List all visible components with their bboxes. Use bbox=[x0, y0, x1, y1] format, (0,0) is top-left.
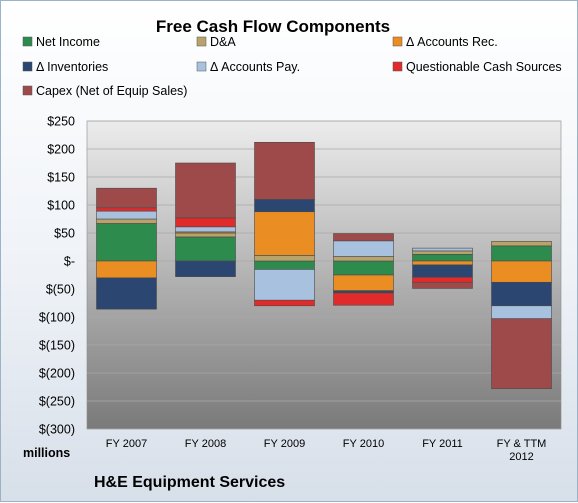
x-tick-label: FY 2010 bbox=[343, 438, 384, 450]
bar-inventories bbox=[254, 199, 315, 213]
bar-capex-net-of-equip-sales bbox=[333, 233, 394, 242]
bar-accounts-pay bbox=[254, 269, 315, 301]
legend-swatch-questionable-cash-sources bbox=[392, 61, 403, 72]
bar-net-income bbox=[254, 260, 315, 270]
bar-accounts-rec bbox=[96, 260, 157, 279]
y-tick-label: $(100) bbox=[39, 311, 75, 325]
y-tick-label: $(200) bbox=[39, 367, 75, 381]
legend-label-accounts-pay: Δ Accounts Pay. bbox=[210, 60, 300, 74]
y-tick-label: $(150) bbox=[39, 339, 75, 353]
y-tick-label: $250 bbox=[47, 115, 75, 129]
bar-net-income bbox=[491, 245, 552, 262]
bar-accounts-rec bbox=[412, 260, 473, 266]
bar-inventories bbox=[96, 277, 157, 310]
company-name: H&E Equipment Services bbox=[94, 474, 285, 491]
legend-label-inventories: Δ Inventories bbox=[36, 60, 108, 74]
x-axis: FY 2007 FY 2008 FY 2009 FY 2010 FY 2011 FY & … bbox=[106, 438, 547, 463]
legend-swatch-inventories bbox=[22, 61, 33, 72]
bars bbox=[96, 141, 552, 389]
bar-capex-net-of-equip-sales bbox=[254, 141, 315, 200]
bar-net-income bbox=[175, 236, 236, 262]
y-tick-label: $200 bbox=[47, 143, 75, 157]
bar-inventories bbox=[333, 290, 394, 294]
x-tick-label: FY 2011 bbox=[422, 438, 463, 450]
bar-accounts-pay bbox=[96, 210, 157, 220]
y-tick-label: $(250) bbox=[39, 395, 75, 409]
y-tick-label: $- bbox=[64, 255, 75, 269]
legend-swatch-accounts-rec bbox=[392, 36, 403, 47]
bar-accounts-rec bbox=[333, 274, 394, 291]
x-tick-label: FY 2008 bbox=[185, 438, 226, 450]
unit-label: millions bbox=[23, 446, 70, 460]
x-tick-label: FY 2009 bbox=[264, 438, 305, 450]
x-tick-label: FY & TTM 2012 bbox=[497, 438, 547, 463]
bar-accounts-pay bbox=[412, 247, 473, 252]
bar-questionable-cash-sources bbox=[175, 217, 236, 228]
bar-inventories bbox=[412, 264, 473, 278]
legend-swatch-d-a bbox=[196, 36, 207, 47]
bar-capex-net-of-equip-sales bbox=[175, 162, 236, 219]
y-tick-label: $(50) bbox=[46, 283, 75, 297]
bar-capex-net-of-equip-sales bbox=[412, 281, 473, 289]
y-tick-label: $100 bbox=[47, 199, 75, 213]
bar-d-a bbox=[333, 256, 394, 262]
legend-label-capex-net-of-equip-sales: Capex (Net of Equip Sales) bbox=[36, 84, 187, 98]
y-tick-label: $(300) bbox=[39, 423, 75, 437]
bar-inventories bbox=[491, 281, 552, 307]
legend-label-d-a: D&A bbox=[210, 35, 236, 49]
bar-questionable-cash-sources bbox=[333, 292, 394, 306]
chart-title: Free Cash Flow Components bbox=[156, 17, 390, 36]
y-axis: $250 $200 $150 $100 $50 $- $(50) $(100) $(150) $(… bbox=[39, 115, 75, 437]
bar-d-a bbox=[175, 232, 236, 238]
plot-area bbox=[86, 120, 562, 430]
x-tick-label: FY 2007 bbox=[106, 438, 147, 450]
bar-net-income bbox=[333, 260, 394, 276]
bar-capex-net-of-equip-sales bbox=[96, 187, 157, 209]
y-tick-label: $50 bbox=[54, 227, 75, 241]
bar-accounts-pay bbox=[491, 305, 552, 319]
y-tick-label: $150 bbox=[47, 171, 75, 185]
bar-d-a bbox=[96, 218, 157, 224]
legend-label-questionable-cash-sources: Questionable Cash Sources bbox=[406, 60, 562, 74]
legend-label-net-income: Net Income bbox=[36, 35, 100, 49]
bar-accounts-rec bbox=[491, 260, 552, 283]
bar-questionable-cash-sources bbox=[412, 276, 473, 283]
bar-d-a bbox=[254, 255, 315, 262]
bar-accounts-rec bbox=[254, 211, 315, 256]
bar-net-income bbox=[412, 253, 473, 262]
bar-accounts-pay bbox=[175, 226, 236, 233]
legend: Net Income D&A Δ Accounts Rec. Δ Inventorie… bbox=[22, 35, 562, 98]
bar-capex-net-of-equip-sales bbox=[491, 318, 552, 389]
bar-questionable-cash-sources bbox=[96, 207, 157, 212]
bar-accounts-pay bbox=[333, 240, 394, 257]
bar-net-income bbox=[96, 223, 157, 262]
bar-d-a bbox=[412, 250, 473, 255]
gridlines bbox=[87, 120, 561, 430]
legend-swatch-net-income bbox=[22, 36, 33, 47]
bar-questionable-cash-sources bbox=[254, 299, 315, 307]
legend-swatch-capex-net-of-equip-sales bbox=[22, 85, 33, 96]
legend-swatch-accounts-pay bbox=[196, 61, 207, 72]
bar-inventories bbox=[175, 260, 236, 277]
bar-d-a bbox=[491, 241, 552, 247]
legend-label-accounts-rec: Δ Accounts Rec. bbox=[406, 35, 498, 49]
